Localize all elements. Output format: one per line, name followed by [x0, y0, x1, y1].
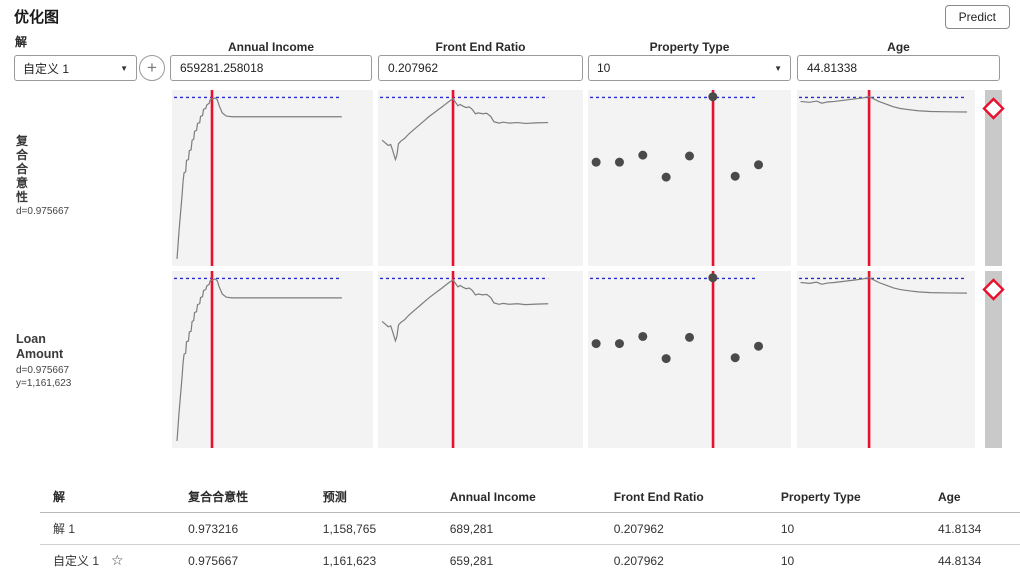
response2-label-loan-amount: Loan Amount: [16, 332, 64, 361]
page-title: 优化图: [14, 9, 60, 26]
front-end-ratio-input[interactable]: [378, 55, 583, 81]
profile-plot-property-type-row2[interactable]: [588, 271, 791, 448]
age-input[interactable]: [797, 55, 1000, 81]
profile-plot-annual-income-row2[interactable]: [172, 271, 373, 448]
profile-plot-property-type-row1[interactable]: [588, 90, 791, 266]
col-header-annual-income: Annual Income: [436, 481, 601, 513]
col-header-age: Age: [924, 481, 1020, 513]
desirability-diamond-handle[interactable]: [981, 277, 1006, 302]
profile-plot-front-end-ratio-row2[interactable]: [378, 271, 583, 448]
chevron-down-icon: ▼: [120, 63, 128, 73]
factor-header-age: Age: [887, 40, 910, 54]
solution-dropdown[interactable]: 自定义 1 ▼: [14, 55, 137, 81]
profile-plot-front-end-ratio-row1[interactable]: [378, 90, 583, 266]
profile-plot-annual-income-row1[interactable]: [172, 90, 373, 266]
profile-plot-age-row1[interactable]: [797, 90, 975, 266]
response1-label-desirability: 复 合 合 意 性: [16, 134, 29, 204]
col-header-front-end-ratio: Front End Ratio: [600, 481, 768, 513]
property-type-dropdown[interactable]: 10 ▼: [588, 55, 791, 81]
response2-values: d=0.975667 y=1,161,623: [16, 365, 72, 389]
plus-icon: +: [147, 58, 157, 77]
col-header-prediction: 预测: [309, 481, 437, 513]
chevron-down-icon: ▼: [774, 63, 782, 73]
annual-income-input[interactable]: [170, 55, 372, 81]
property-type-dropdown-value: 10: [597, 61, 611, 75]
table-header-row: 解 复合合意性 预测 Annual Income Front End Ratio…: [40, 481, 1020, 513]
add-solution-button[interactable]: +: [139, 55, 165, 81]
factor-header-front-end-ratio: Front End Ratio: [435, 40, 526, 54]
favorite-star-icon[interactable]: ☆: [111, 552, 124, 568]
col-header-solution: 解: [40, 481, 176, 513]
factor-header-annual-income: Annual Income: [227, 40, 314, 54]
desirability-diamond-handle[interactable]: [981, 96, 1006, 121]
profile-plot-age-row2[interactable]: [797, 271, 975, 448]
table-row[interactable]: 解 1 0.973216 1,158,765 689,281 0.207962 …: [40, 512, 1020, 545]
factor-header-property-type: Property Type: [649, 40, 730, 54]
solution-dropdown-value: 自定义 1: [23, 61, 70, 76]
desirability-strip-row1[interactable]: [982, 90, 1005, 266]
solution-label: 解: [15, 35, 28, 49]
desirability-strip-row2[interactable]: [982, 271, 1005, 448]
col-header-property-type: Property Type: [767, 481, 925, 513]
predict-button[interactable]: Predict: [944, 5, 1010, 29]
table-row[interactable]: 自定义 1 ☆ 0.975667 1,161,623 659,281 0.2079…: [40, 544, 1020, 574]
col-header-composite-desirability: 复合合意性: [175, 481, 310, 513]
response1-desirability-value: d=0.975667: [16, 206, 70, 217]
solutions-table: 解 复合合意性 预测 Annual Income Front End Ratio…: [40, 481, 1020, 574]
